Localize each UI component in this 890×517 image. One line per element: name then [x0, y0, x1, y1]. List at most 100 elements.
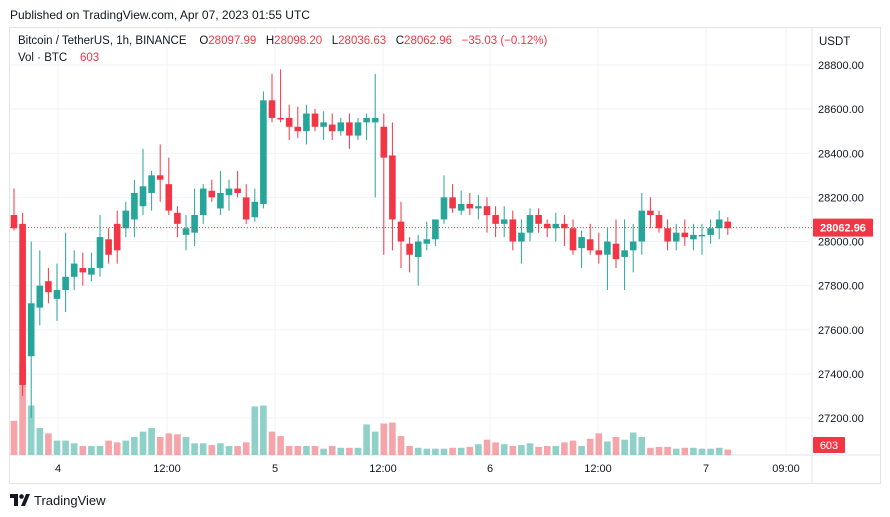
candle-body[interactable]	[406, 243, 413, 255]
candle-body[interactable]	[165, 184, 173, 211]
candle-body[interactable]	[303, 113, 310, 132]
candle-body[interactable]	[53, 290, 61, 299]
candle-body[interactable]	[578, 237, 585, 249]
candle-body[interactable]	[311, 113, 319, 127]
candle-body[interactable]	[586, 239, 594, 251]
candle-body[interactable]	[122, 210, 130, 229]
volume-bar	[234, 446, 241, 455]
candle-body[interactable]	[423, 239, 431, 244]
candle-body[interactable]	[294, 126, 302, 132]
candle-body[interactable]	[354, 122, 362, 136]
candle-body[interactable]	[96, 237, 104, 268]
candle-body[interactable]	[629, 241, 637, 251]
close-value: 28062.96	[404, 35, 453, 47]
volume-bar	[509, 446, 517, 455]
candle-body[interactable]	[260, 100, 267, 204]
candle-body[interactable]	[225, 188, 233, 196]
candle-body[interactable]	[621, 250, 628, 257]
candle-body[interactable]	[105, 239, 112, 255]
candle-body[interactable]	[277, 117, 284, 120]
candle-body[interactable]	[466, 203, 474, 209]
candle-body[interactable]	[397, 221, 405, 242]
candle-body[interactable]	[148, 175, 155, 193]
candle-body[interactable]	[672, 232, 680, 242]
symbol-label[interactable]: Bitcoin / TetherUS, 1h, BINANCE	[18, 35, 187, 47]
candle-body[interactable]	[724, 221, 732, 229]
candle-body[interactable]	[36, 285, 44, 308]
candle-body[interactable]	[234, 188, 241, 193]
candle-body[interactable]	[208, 190, 216, 198]
candle-body[interactable]	[449, 197, 456, 209]
candle-body[interactable]	[19, 223, 26, 385]
candle-body[interactable]	[199, 188, 207, 216]
candle-body[interactable]	[475, 206, 482, 209]
candle-body[interactable]	[217, 192, 224, 209]
candle-body[interactable]	[268, 100, 276, 118]
candle-body[interactable]	[655, 215, 663, 229]
candle-body[interactable]	[440, 197, 448, 220]
candle-body[interactable]	[698, 234, 706, 237]
candle-body[interactable]	[139, 186, 147, 207]
candle-body[interactable]	[113, 223, 121, 251]
candle-body[interactable]	[320, 122, 327, 127]
candle-body[interactable]	[62, 276, 69, 291]
volume-bar	[707, 448, 714, 455]
volume-bar	[552, 446, 560, 455]
candle-body[interactable]	[561, 223, 568, 229]
volume-bar	[45, 433, 52, 455]
candle-body[interactable]	[285, 117, 293, 127]
candle-body[interactable]	[690, 234, 697, 240]
candle-body[interactable]	[681, 232, 689, 238]
chart-frame[interactable]	[9, 27, 881, 484]
candle-body[interactable]	[389, 155, 396, 220]
candle-body[interactable]	[79, 267, 87, 273]
candle-body[interactable]	[483, 206, 491, 216]
candle-body[interactable]	[492, 215, 499, 224]
candle-body[interactable]	[638, 210, 646, 242]
candle-body[interactable]	[328, 124, 336, 132]
candle-body[interactable]	[242, 197, 250, 220]
candle-body[interactable]	[380, 126, 388, 158]
candle-body[interactable]	[337, 122, 345, 132]
candle-body[interactable]	[715, 219, 723, 229]
candle-body[interactable]	[182, 228, 190, 235]
volume-bar	[346, 447, 353, 455]
tradingview-branding[interactable]: TradingView	[10, 491, 106, 509]
candle-body[interactable]	[414, 241, 422, 257]
y-tick-label: 28000.00	[818, 237, 864, 249]
candle-body[interactable]	[371, 117, 379, 123]
candle-body[interactable]	[346, 122, 353, 136]
candle-body[interactable]	[604, 241, 611, 255]
candle-body[interactable]	[70, 263, 78, 277]
candle-body[interactable]	[27, 303, 35, 357]
candle-body[interactable]	[191, 215, 198, 233]
candle-body[interactable]	[251, 201, 259, 218]
candle-body[interactable]	[526, 215, 534, 233]
candle-body[interactable]	[552, 223, 560, 229]
candle-body[interactable]	[457, 203, 465, 211]
candle-body[interactable]	[363, 117, 370, 123]
candle-body[interactable]	[432, 219, 439, 240]
volume-label[interactable]: Vol · BTC	[18, 52, 68, 64]
candle-body[interactable]	[707, 228, 714, 235]
y-tick-label: 28600.00	[818, 104, 864, 116]
candle-body[interactable]	[509, 219, 517, 242]
volume-bar	[337, 447, 345, 455]
candle-body[interactable]	[518, 232, 525, 242]
candle-body[interactable]	[500, 219, 508, 224]
candle-body[interactable]	[10, 215, 18, 229]
candle-body[interactable]	[45, 281, 52, 293]
candle-body[interactable]	[647, 210, 654, 216]
candle-body[interactable]	[156, 175, 164, 180]
candle-body[interactable]	[595, 250, 603, 255]
candle-body[interactable]	[131, 192, 138, 220]
candle-body[interactable]	[543, 223, 551, 229]
candle-body[interactable]	[612, 243, 620, 260]
candle-body[interactable]	[569, 228, 577, 251]
candle-body[interactable]	[664, 228, 671, 242]
volume-bar	[664, 446, 671, 455]
candle-body[interactable]	[535, 215, 542, 224]
candle-body[interactable]	[174, 212, 181, 224]
candle-body[interactable]	[88, 267, 95, 275]
